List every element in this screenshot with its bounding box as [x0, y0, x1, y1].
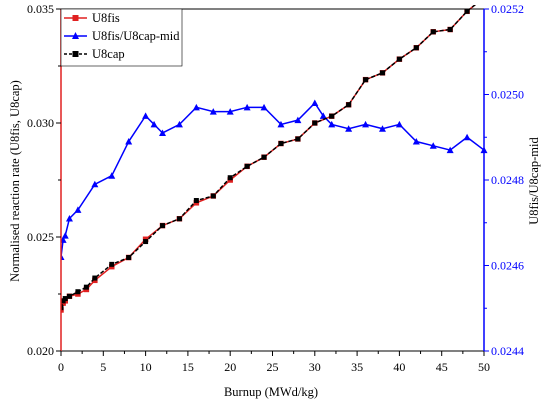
y2-tick-label: 0.0250 — [491, 88, 524, 102]
x-tick-label: 0 — [58, 360, 64, 374]
data-point-square — [346, 102, 351, 107]
y2-tick-label: 0.0252 — [491, 2, 524, 16]
x-tick-label: 40 — [393, 360, 405, 374]
data-point-square — [431, 29, 436, 34]
series-u8fis-u8cap-mid — [58, 100, 488, 260]
x-tick-label: 30 — [309, 360, 321, 374]
data-point-square — [363, 77, 368, 82]
data-point-square — [126, 255, 131, 260]
legend: U8fis U8fis/U8cap-mid U8cap — [61, 9, 182, 66]
y-axis-title: Normalised reaction rate (U8fis, U8cap) — [8, 80, 22, 282]
data-point-triangle — [142, 112, 149, 119]
y-tick-label: 0.025 — [27, 230, 54, 244]
series-line — [61, 103, 484, 257]
data-point-square — [194, 198, 199, 203]
x-tick-label: 5 — [100, 360, 106, 374]
data-point-square — [75, 289, 80, 294]
data-point-triangle — [108, 172, 115, 179]
data-point-triangle — [362, 121, 369, 128]
data-point-triangle — [193, 104, 200, 111]
data-point-square — [397, 57, 402, 62]
y-tick-label: 0.030 — [27, 116, 54, 130]
data-point-triangle — [311, 100, 318, 107]
x-tick-label: 20 — [224, 360, 236, 374]
legend-label: U8fis — [92, 11, 120, 25]
data-point-square — [295, 136, 300, 141]
y-tick-label: 0.035 — [27, 2, 54, 16]
legend-label: U8cap — [92, 47, 125, 61]
data-point-square — [67, 294, 72, 299]
data-point-square — [465, 9, 470, 14]
x-tick-label: 25 — [267, 360, 279, 374]
data-point-square — [312, 121, 317, 126]
data-point-square — [262, 155, 267, 160]
data-point-square — [160, 223, 165, 228]
data-point-square — [414, 45, 419, 50]
x-axis-title: Burnup (MWd/kg) — [224, 385, 318, 399]
data-point-square — [211, 193, 216, 198]
y-tick-label: 0.020 — [27, 344, 54, 358]
x-tick-label: 45 — [436, 360, 448, 374]
y2-tick-label: 0.0244 — [491, 344, 524, 358]
data-point-square — [92, 276, 97, 281]
data-point-square — [177, 216, 182, 221]
x-tick-label: 35 — [351, 360, 363, 374]
x-tick-label: 10 — [140, 360, 152, 374]
y2-axis-title: U8fis/U8cap-mid — [527, 137, 541, 225]
data-point-triangle — [396, 121, 403, 128]
data-point-square — [228, 175, 233, 180]
legend-marker-square-black — [73, 51, 79, 57]
x-tick-label: 15 — [182, 360, 194, 374]
x-tick-label: 50 — [478, 360, 490, 374]
legend-marker-square-red — [73, 15, 79, 21]
data-point-square — [380, 70, 385, 75]
data-point-square — [109, 262, 114, 267]
data-point-triangle — [91, 181, 98, 188]
data-point-triangle — [464, 134, 471, 141]
data-point-square — [448, 27, 453, 32]
y2-tick-label: 0.0246 — [491, 259, 524, 273]
data-point-square — [245, 164, 250, 169]
data-point-square — [143, 239, 148, 244]
data-point-triangle — [62, 232, 69, 239]
data-point-square — [278, 141, 283, 146]
y2-tick-label: 0.0248 — [491, 173, 524, 187]
data-point-square — [84, 285, 89, 290]
legend-label: U8fis/U8cap-mid — [92, 29, 180, 43]
data-point-square — [329, 114, 334, 119]
